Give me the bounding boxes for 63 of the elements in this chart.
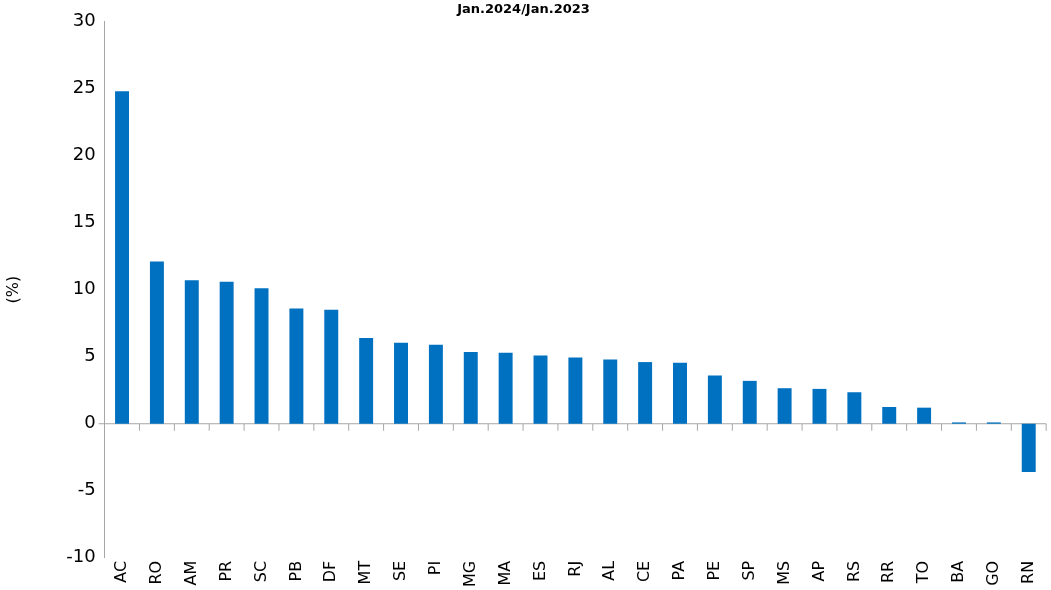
x-tick-label: MG: [459, 560, 479, 587]
x-tick-label: AC: [111, 560, 131, 583]
x-tick-label: RO: [146, 560, 166, 585]
y-tick-label: 30: [72, 9, 96, 31]
x-tick-label: ES: [529, 560, 549, 582]
y-axis-title: (%): [2, 275, 22, 304]
x-tick-label: CE: [634, 560, 654, 583]
x-tick-label: SE: [390, 560, 410, 582]
y-tick-label: 0: [84, 411, 96, 433]
y-tick-label: 15: [72, 210, 96, 232]
y-tick-label: 20: [72, 143, 96, 165]
chart-title: Jan.2024/Jan.2023: [456, 1, 590, 17]
x-tick-label: MS: [773, 560, 793, 585]
x-tick-label: SP: [738, 560, 758, 581]
x-tick-label: SC: [250, 560, 270, 583]
bar: [498, 352, 513, 424]
bar: [917, 407, 932, 424]
x-tick-label: DF: [320, 560, 340, 583]
bar: [115, 91, 130, 424]
x-tick-label: TO: [913, 560, 933, 585]
bar: [673, 362, 687, 424]
bar: [324, 309, 339, 424]
x-tick-label: PA: [669, 560, 689, 581]
bar: [812, 388, 827, 424]
y-tick-label: 25: [72, 76, 96, 98]
bar: [777, 388, 792, 424]
bar: [533, 355, 548, 424]
x-tick-label: RN: [1017, 560, 1037, 584]
bar: [882, 406, 897, 424]
x-tick-label: PI: [425, 560, 445, 576]
bar: [219, 281, 234, 424]
bar: [707, 375, 722, 424]
bar: [289, 308, 304, 424]
x-tick-label: PR: [215, 560, 235, 582]
bar: [463, 352, 478, 424]
bar: [568, 357, 583, 424]
x-tick-label: AM: [180, 560, 200, 586]
y-tick-label: -5: [77, 478, 96, 500]
y-tick-label: 5: [84, 344, 96, 366]
x-tick-label: RJ: [564, 560, 584, 577]
x-tick-label: MA: [494, 560, 514, 586]
x-tick-label: PE: [704, 560, 724, 581]
bar: [638, 362, 653, 424]
bar: [359, 337, 374, 424]
x-tick-label: RS: [843, 560, 863, 583]
x-tick-label: GO: [983, 560, 1003, 586]
bar: [1021, 423, 1036, 473]
bar: [603, 359, 618, 424]
x-tick-label: AL: [599, 560, 619, 581]
bar: [742, 380, 757, 424]
bar: [184, 280, 199, 424]
y-tick-label: -10: [66, 545, 96, 567]
x-tick-label: PB: [285, 560, 305, 582]
bar: [394, 342, 408, 424]
y-tick-label: 10: [72, 277, 96, 299]
bar: [254, 288, 269, 424]
x-tick-label: AP: [808, 560, 828, 582]
bar: [428, 344, 443, 424]
x-tick-label: BA: [948, 560, 968, 583]
x-tick-label: RR: [878, 560, 898, 584]
x-tick-label: MT: [355, 560, 375, 585]
bar: [847, 392, 862, 424]
bar: [149, 261, 164, 424]
